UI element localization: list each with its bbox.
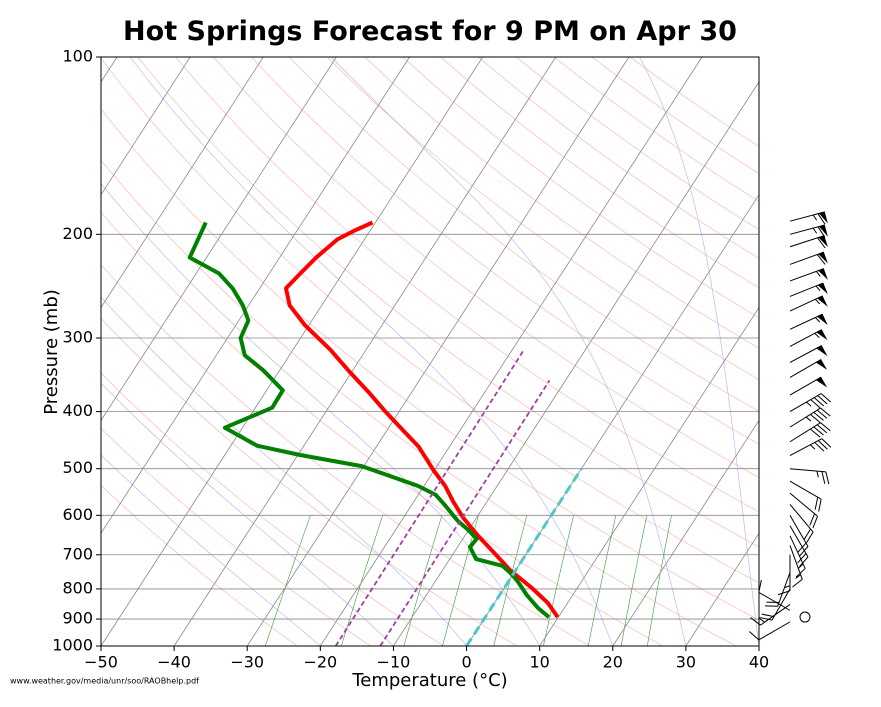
y-tick-label: 200 xyxy=(62,224,93,243)
y-tick-label: 800 xyxy=(62,578,93,597)
x-tick-label: −50 xyxy=(84,653,118,672)
y-tick-label: 1000 xyxy=(52,636,93,655)
x-tick-label: 20 xyxy=(603,653,623,672)
x-tick-label: −20 xyxy=(303,653,337,672)
y-tick-label: 100 xyxy=(62,47,93,66)
x-axis-label: Temperature (°C) xyxy=(351,670,507,691)
x-tick-label: −40 xyxy=(157,653,191,672)
x-tick-label: −30 xyxy=(230,653,264,672)
x-tick-label: −10 xyxy=(377,653,411,672)
chart-title: Hot Springs Forecast for 9 PM on Apr 30 xyxy=(123,16,737,47)
x-tick-label: 40 xyxy=(749,653,769,672)
x-tick-label: 10 xyxy=(529,653,549,672)
y-axis-label: Pressure (mb) xyxy=(41,289,62,415)
y-tick-label: 500 xyxy=(62,458,93,477)
y-tick-label: 300 xyxy=(62,328,93,347)
y-tick-label: 900 xyxy=(62,609,93,628)
source-note: www.weather.gov/media/unr/soo/RAOBhelp.p… xyxy=(10,677,199,686)
x-tick-label: 0 xyxy=(461,653,471,672)
y-tick-label: 400 xyxy=(62,401,93,420)
y-tick-label: 600 xyxy=(62,505,93,524)
y-tick-label: 700 xyxy=(62,544,93,563)
x-tick-label: 30 xyxy=(676,653,696,672)
